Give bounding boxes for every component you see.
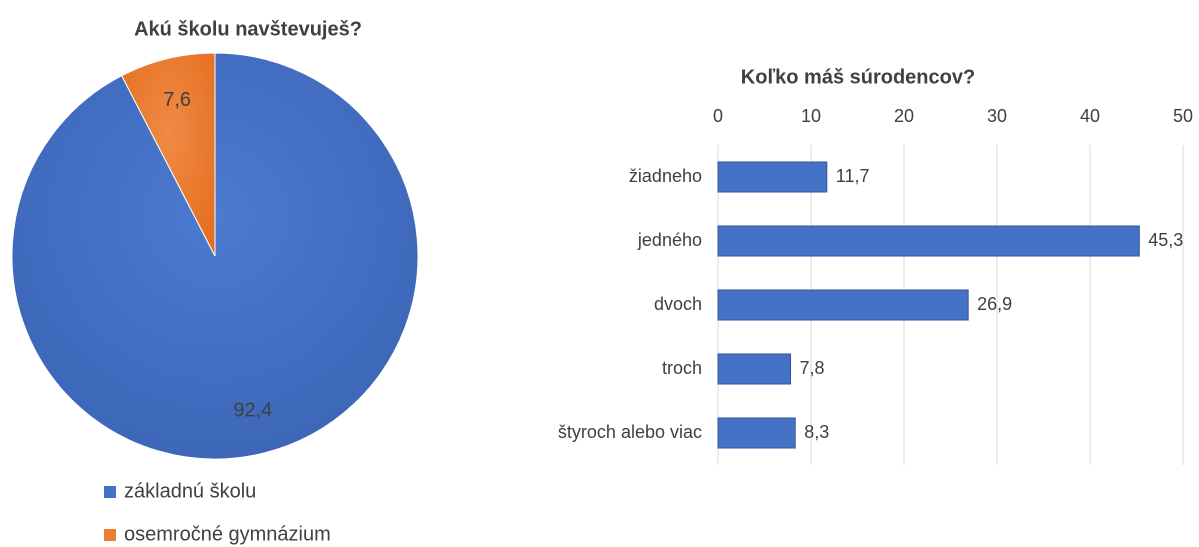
- y-tick-label: dvoch: [654, 294, 702, 314]
- bar: [717, 289, 969, 321]
- value-label: 11,7: [836, 166, 870, 186]
- y-tick-label: žiadneho: [629, 166, 702, 186]
- value-label: 45,3: [1148, 230, 1183, 250]
- x-tick-label: 20: [894, 106, 914, 126]
- slice-label: 7,6: [163, 89, 191, 111]
- legend-label: osemročné gymnázium: [124, 523, 331, 545]
- y-tick-label: troch: [662, 358, 702, 378]
- x-tick-label: 40: [1080, 106, 1100, 126]
- x-tick-label: 50: [1173, 106, 1193, 126]
- legend-swatch: [104, 486, 116, 498]
- pie-title: Akú školu navštevuješ?: [134, 18, 362, 40]
- value-label: 7,8: [800, 358, 825, 378]
- x-tick-label: 10: [801, 106, 821, 126]
- pie-slice: [121, 52, 216, 257]
- value-label: 8,3: [804, 422, 829, 442]
- x-tick-label: 0: [713, 106, 723, 126]
- slice-label: 92,4: [233, 400, 272, 422]
- x-tick-label: 30: [987, 106, 1007, 126]
- legend-swatch: [104, 529, 116, 541]
- bar: [717, 353, 792, 385]
- bar-title: Koľko máš súrodencov?: [741, 66, 975, 88]
- bar: [717, 161, 828, 193]
- value-label: 26,9: [977, 294, 1012, 314]
- legend-label: základnú školu: [124, 480, 256, 502]
- y-tick-label: jedného: [637, 230, 702, 250]
- bar: [717, 417, 796, 449]
- y-tick-label: štyroch alebo viac: [558, 422, 702, 442]
- bar: [717, 225, 1140, 257]
